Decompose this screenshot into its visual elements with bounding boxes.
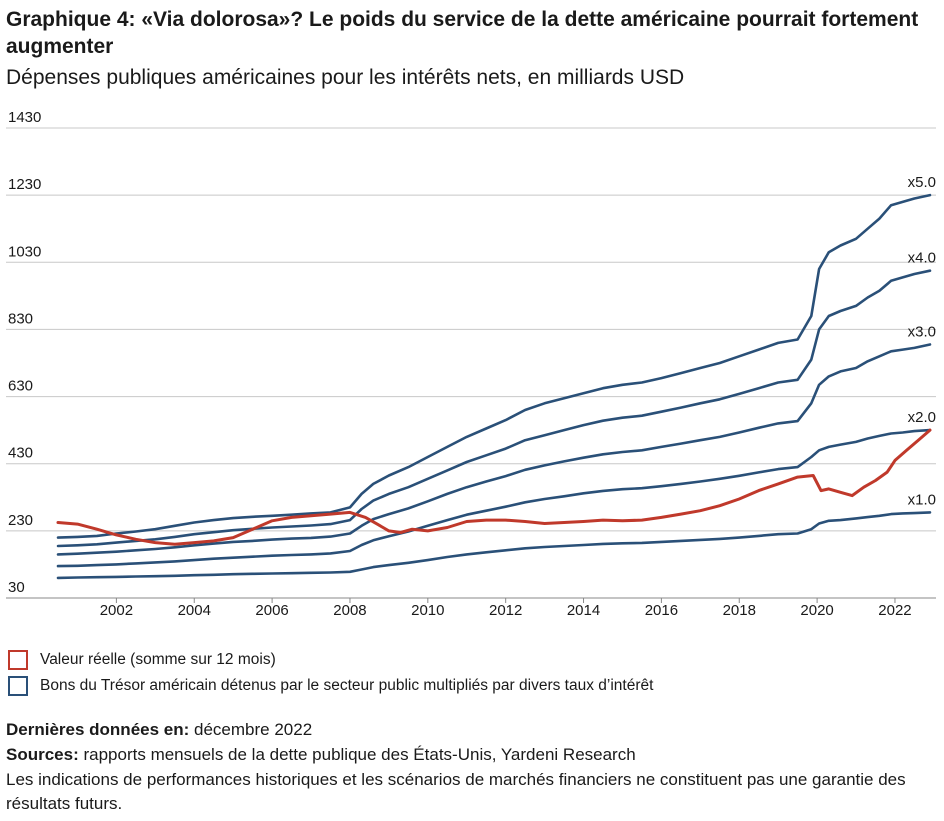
- series-line-x2-0: [56, 428, 932, 568]
- y-tick-label: 630: [8, 378, 33, 395]
- x-tick-label: 2016: [645, 602, 678, 619]
- footer-sources: Sources: rapports mensuels de la dette p…: [6, 743, 636, 767]
- x-tick-label: 2020: [800, 602, 833, 619]
- legend-item-actual: Valeur réelle (somme sur 12 mois): [8, 647, 276, 673]
- legend-label-scenario: Bons du Trésor américain détenus par le …: [40, 677, 654, 694]
- x-tick-label: 2004: [178, 602, 211, 619]
- grid-lines: [6, 127, 936, 599]
- y-tick-label: 1030: [8, 243, 41, 260]
- x-tick-label: 2012: [489, 602, 522, 619]
- legend-label-actual: Valeur réelle (somme sur 12 mois): [40, 651, 276, 668]
- series-labels: x5.0 x4.0 x3.0 x2.0 x1.0: [908, 174, 936, 508]
- y-tick-label: 1430: [8, 109, 41, 126]
- x-axis-ticks: 2002 2004 2006 2008 2010 2012 2014 2016 2018 2020…: [6, 597, 936, 619]
- series-label: x2.0: [908, 409, 936, 426]
- chart-subtitle: Dépenses publiques américaines pour les …: [6, 66, 685, 89]
- x-tick-label: 2022: [878, 602, 911, 619]
- x-tick-label: 2006: [255, 602, 288, 619]
- y-tick-label: 30: [8, 579, 25, 596]
- series-line-x4-0: [56, 269, 932, 548]
- footer-sources-label: Sources:: [6, 745, 79, 764]
- series-line-x5-0: [56, 193, 932, 539]
- legend-item-scenario: Bons du Trésor américain détenus par le …: [8, 673, 653, 699]
- legend-swatch-scenario: [8, 676, 28, 696]
- series-line-x1-0: [56, 511, 932, 580]
- y-tick-label: 1230: [8, 176, 41, 193]
- footer-sources-value: rapports mensuels de la dette publique d…: [83, 745, 636, 764]
- series-label: x1.0: [908, 491, 936, 508]
- footer-latest-value: décembre 2022: [194, 720, 313, 739]
- y-tick-label: 230: [8, 512, 33, 529]
- x-tick-label: 2014: [567, 602, 600, 619]
- series-line-actual: [56, 428, 932, 546]
- footer-latest-data: Dernières données en: décembre 2022: [6, 718, 312, 742]
- series-label: x4.0: [908, 250, 936, 267]
- x-tick-label: 2018: [723, 602, 756, 619]
- footer-latest-label: Dernières données en:: [6, 720, 190, 739]
- x-tick-label: 2010: [411, 602, 444, 619]
- y-tick-label: 830: [8, 310, 33, 327]
- y-tick-label: 430: [8, 445, 33, 462]
- legend-swatch-actual: [8, 650, 28, 670]
- x-tick-label: 2002: [100, 602, 133, 619]
- x-tick-label: 2008: [333, 602, 366, 619]
- series-label: x5.0: [908, 174, 936, 191]
- chart-title: Graphique 4: «Via dolorosa»? Le poids du…: [6, 8, 919, 58]
- y-axis-ticks: 30 230 430 630 830 1030 1230 1430: [8, 109, 41, 596]
- footer-disclaimer: Les indications de performances historiq…: [6, 770, 906, 813]
- series-label: x3.0: [908, 324, 936, 341]
- series-lines: [56, 193, 932, 580]
- series-line-x3-0: [56, 343, 932, 556]
